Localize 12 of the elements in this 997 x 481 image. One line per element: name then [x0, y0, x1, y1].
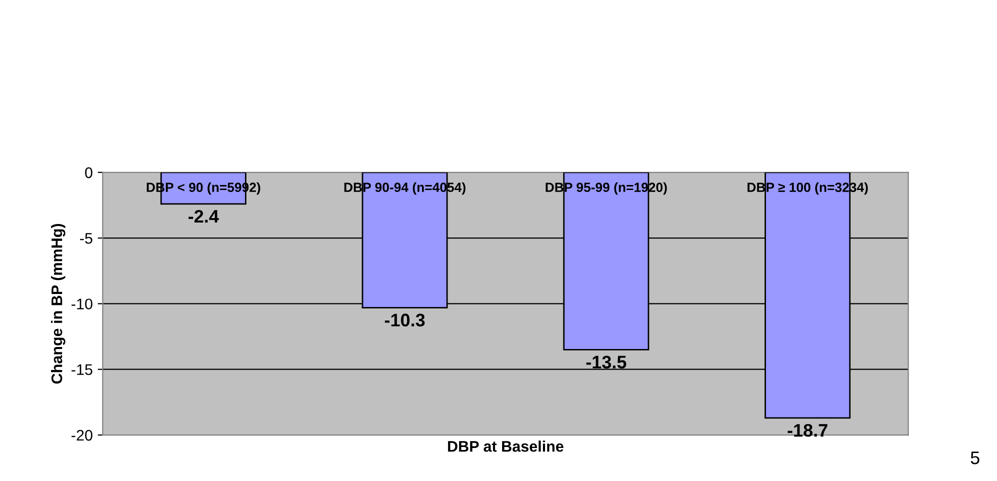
data-label: -10.3 — [384, 314, 425, 326]
data-label: -18.7 — [788, 424, 828, 437]
data-label: -13.5 — [586, 356, 626, 369]
text: 5 — [970, 452, 980, 464]
y-tick-label: -20 — [72, 430, 92, 441]
data-label: -2.4 — [188, 210, 219, 223]
x-axis-title: DBP at Baseline — [448, 440, 564, 452]
y-axis-title: Change in BP (mmHg) — [51, 224, 66, 384]
y-tick-label: -10 — [72, 298, 92, 310]
y-tick-label: 0 — [85, 167, 92, 178]
y-tick-label: -15 — [72, 364, 92, 376]
y-tick-label: -5 — [80, 233, 92, 244]
